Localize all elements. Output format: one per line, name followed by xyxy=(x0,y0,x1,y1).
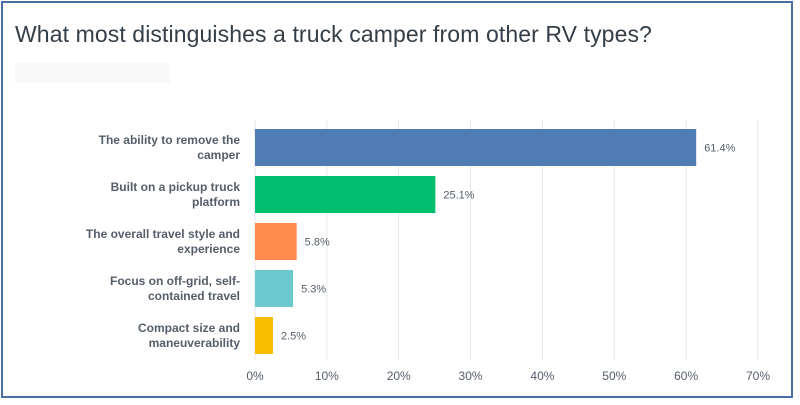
category-label: Focus on off-grid, self- xyxy=(110,274,240,288)
category-label: camper xyxy=(197,148,240,162)
x-tick-label: 50% xyxy=(602,369,626,383)
bar[interactable] xyxy=(255,129,697,166)
value-label: 5.3% xyxy=(301,284,326,296)
x-tick-label: 10% xyxy=(315,369,339,383)
x-tick-label: 0% xyxy=(246,369,264,383)
chart-title: What most distinguishes a truck camper f… xyxy=(15,21,652,47)
category-label: Built on a pickup truck xyxy=(111,180,241,194)
bar[interactable] xyxy=(255,270,294,307)
x-tick-label: 40% xyxy=(530,369,554,383)
category-label: The ability to remove the xyxy=(99,133,241,147)
subtitle-placeholder xyxy=(15,63,170,83)
value-label: 5.8% xyxy=(305,237,330,249)
category-label: The overall travel style and xyxy=(86,227,240,241)
category-label: maneuverability xyxy=(149,336,241,350)
x-tick-label: 60% xyxy=(674,369,698,383)
value-label: 61.4% xyxy=(704,143,735,155)
bar[interactable] xyxy=(255,223,297,260)
chart-frame: What most distinguishes a truck camper f… xyxy=(1,1,793,398)
x-tick-label: 20% xyxy=(387,369,411,383)
bar[interactable] xyxy=(255,176,436,213)
category-label: Compact size and xyxy=(138,321,240,335)
bar[interactable] xyxy=(255,317,273,354)
category-label: platform xyxy=(192,195,240,209)
value-label: 2.5% xyxy=(281,331,306,343)
category-label: experience xyxy=(177,242,240,256)
bars xyxy=(255,129,697,354)
x-tick-label: 70% xyxy=(746,369,770,383)
x-tick-label: 30% xyxy=(459,369,483,383)
category-label: contained travel xyxy=(148,289,240,303)
value-label: 25.1% xyxy=(443,190,474,202)
labels: 0% 10% 20% 30% 40% 50% 60% 70% 61.4% The ability … xyxy=(86,133,770,383)
